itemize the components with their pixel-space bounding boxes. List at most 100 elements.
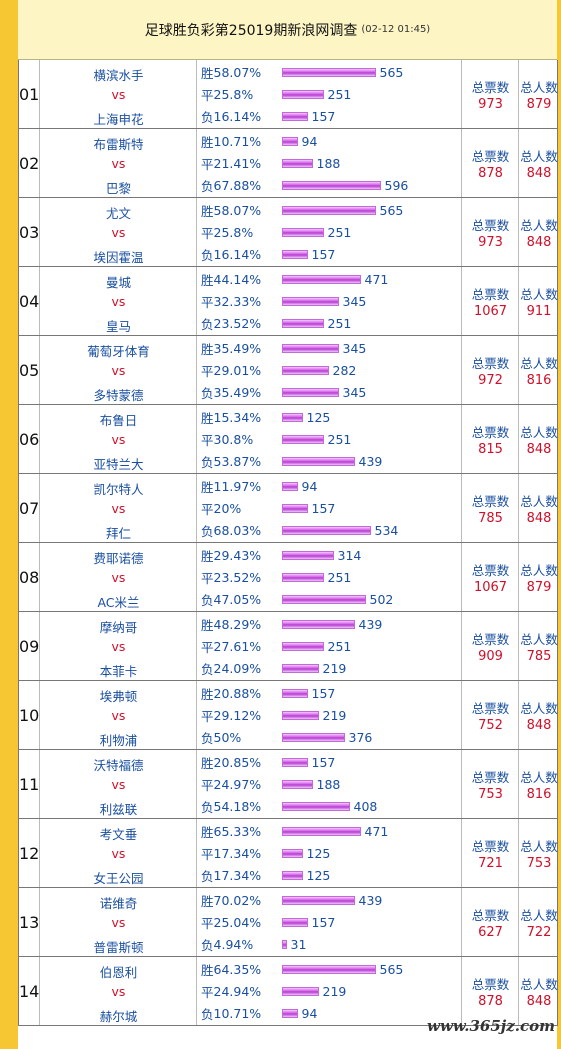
vote-bar [281,227,324,237]
match-teams: 埃弗顿 vs 利物浦 [39,681,197,749]
total-votes-label: 总票数 [471,562,510,578]
match-teams: 横滨水手 vs 上海申花 [39,60,197,128]
loss-bar-line: 负 68.03% 534 [201,522,399,539]
outcome-percent: 50% [213,729,242,745]
total-votes-value: 627 [478,924,503,940]
home-team[interactable]: 诺维奇 [99,896,138,911]
total-votes: 总票数 909 [461,612,519,680]
total-people: 总人数 753 [518,819,559,887]
draw-bar-line: 平 30.8% 251 [201,431,351,448]
outcome-label: 负 [201,109,214,125]
total-people: 总人数 879 [518,60,559,128]
away-team[interactable]: 亚特兰大 [93,457,144,472]
loss-bar-line: 负 35.49% 345 [201,384,366,401]
away-team[interactable]: 普雷斯顿 [93,940,144,955]
outcome-percent: 67.88% [213,177,262,193]
vote-bars: 胜 20.85% 157 平 24.97% 188 负 54.18% 408 [196,750,462,818]
outcome-percent: 64.35% [213,961,262,977]
vote-count: 157 [311,108,336,124]
draw-bar-line: 平 17.34% 125 [201,845,330,862]
away-team[interactable]: AC米兰 [97,595,140,610]
draw-bar-line: 平 29.12% 219 [201,707,347,724]
home-team[interactable]: 沃特福德 [93,758,144,773]
away-team[interactable]: 赫尔城 [99,1009,138,1024]
vote-count: 471 [364,271,389,287]
loss-bar-line: 负 24.09% 219 [201,660,346,677]
outcome-percent: 11.97% [213,478,262,494]
outcome-label: 负 [201,454,214,470]
match-number: 13 [19,912,40,932]
total-votes-label: 总票数 [471,424,510,440]
home-team[interactable]: 布鲁日 [99,413,138,428]
home-team[interactable]: 埃弗顿 [99,689,138,704]
outcome-percent: 4.94% [213,936,254,952]
vote-bar [281,525,371,535]
total-people-label: 总人数 [520,700,558,716]
home-team[interactable]: 凯尔特人 [93,482,144,497]
away-team[interactable]: 上海申花 [93,112,144,127]
outcome-label: 胜 [201,65,214,81]
vote-bar [281,136,298,146]
outcome-percent: 25.04% [213,914,262,930]
away-team[interactable]: 利物浦 [99,733,138,748]
outcome-percent: 20.85% [213,754,262,770]
vote-count: 439 [358,892,383,908]
match-row: 06 布鲁日 vs 亚特兰大 胜 15.34% 125 平 30.8% 251 负 53.87% 439… [19,405,558,474]
home-team[interactable]: 费耶诺德 [93,551,144,566]
vote-count: 534 [374,522,399,538]
outcome-label: 胜 [201,962,214,978]
outcome-label: 胜 [201,203,214,219]
vote-bar [281,387,339,397]
home-team[interactable]: 摩纳哥 [99,620,138,635]
total-people-value: 848 [526,510,552,526]
home-team[interactable]: 曼城 [105,275,131,290]
outcome-percent: 53.87% [213,453,262,469]
match-number: 12 [19,843,40,863]
total-votes: 总票数 878 [461,129,519,197]
outcome-label: 平 [201,777,214,793]
match-row: 05 葡萄牙体育 vs 多特蒙德胜 35.49% 345 平 29.01% 282 负 35.49%… [19,336,558,405]
outcome-label: 胜 [201,824,214,840]
total-votes-label: 总票数 [471,286,510,302]
vote-count: 157 [311,246,336,262]
away-team[interactable]: 皇马 [105,319,131,334]
outcome-percent: 10.71% [213,1005,262,1021]
vote-count: 471 [364,823,389,839]
outcome-percent: 16.14% [213,246,262,262]
total-people-value: 848 [526,993,552,1009]
vote-count: 219 [322,707,347,723]
away-team[interactable]: 多特蒙德 [93,388,144,403]
vs-label: vs [111,984,126,999]
total-votes-label: 总票数 [471,907,510,923]
away-team[interactable]: 本菲卡 [99,664,138,679]
home-team[interactable]: 伯恩利 [99,965,138,980]
vote-count: 94 [301,1005,318,1021]
match-number: 10 [19,705,40,725]
vote-count: 251 [327,569,352,585]
win-bar-line: 胜 65.33% 471 [201,823,389,840]
total-votes-value: 785 [478,510,503,526]
vote-bar [281,111,308,121]
home-team[interactable]: 横滨水手 [93,68,144,83]
vote-bars: 胜 44.14% 471 平 32.33% 345 负 23.52% 251 [196,267,462,335]
home-team[interactable]: 葡萄牙体育 [87,344,150,359]
home-team[interactable]: 尤文 [105,206,131,221]
match-number: 08 [19,567,40,587]
away-team[interactable]: 利兹联 [99,802,138,817]
draw-bar-line: 平 25.8% 251 [201,86,351,103]
vote-bar [281,365,329,375]
draw-bar-line: 平 24.97% 188 [201,776,340,793]
home-team[interactable]: 考文垂 [99,827,138,842]
outcome-percent: 10.71% [213,133,262,149]
outcome-percent: 23.52% [213,315,262,331]
vote-bars: 胜 64.35% 565 平 24.94% 219 负 10.71% 94 [196,957,462,1025]
away-team[interactable]: 女王公园 [93,871,144,886]
total-people: 总人数 816 [518,336,559,404]
outcome-label: 负 [201,523,214,539]
away-team[interactable]: 埃因霍温 [93,250,144,265]
away-team[interactable]: 拜仁 [105,526,131,541]
away-team[interactable]: 巴黎 [105,181,131,196]
vote-bar [281,594,366,604]
home-team[interactable]: 布雷斯特 [93,137,144,152]
vote-count: 596 [384,177,409,193]
